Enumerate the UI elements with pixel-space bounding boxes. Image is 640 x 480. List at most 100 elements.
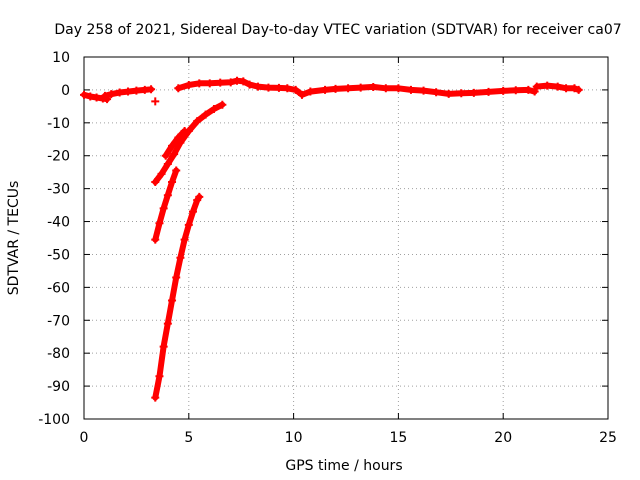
data-point	[176, 253, 185, 262]
data-point	[168, 178, 177, 187]
data-point	[253, 82, 262, 91]
data-point	[107, 90, 116, 99]
y-tick-label: -100	[38, 412, 70, 428]
data-point	[553, 82, 562, 91]
y-tick-label: 10	[52, 50, 70, 66]
chart-title: Day 258 of 2021, Sidereal Day-to-day VTE…	[54, 22, 621, 38]
x-tick-label: 25	[599, 430, 617, 446]
y-tick-label: 0	[61, 83, 70, 99]
data-point	[381, 84, 390, 93]
data-point	[195, 192, 204, 201]
data-point	[151, 235, 160, 244]
data-point	[570, 84, 579, 93]
data-point	[124, 87, 133, 96]
data-point	[159, 204, 168, 213]
data-point	[168, 141, 177, 150]
y-tick-label: -60	[47, 280, 70, 296]
data-point	[406, 85, 415, 94]
y-tick-label: -80	[47, 346, 70, 362]
y-tick-label: -40	[47, 215, 70, 231]
y-tick-label: -50	[47, 247, 70, 263]
data-point	[172, 166, 181, 175]
data-point	[331, 84, 340, 93]
data-point	[115, 88, 124, 97]
y-axis-label: SDTVAR / TECUs	[6, 181, 22, 296]
data-point	[226, 78, 235, 87]
series-trace	[152, 101, 226, 186]
data-point	[157, 169, 166, 178]
data-point	[216, 78, 225, 87]
data-point	[499, 86, 508, 95]
data-point	[168, 296, 177, 305]
data-point	[201, 110, 210, 119]
data-point	[511, 86, 520, 95]
data-point	[245, 80, 254, 89]
data-point	[532, 82, 541, 91]
x-tick-label: 20	[494, 430, 512, 446]
data-point	[419, 86, 428, 95]
data-point	[264, 83, 273, 92]
data-point	[151, 393, 160, 402]
data-point	[469, 88, 478, 97]
data-point	[432, 88, 441, 97]
data-point	[283, 84, 292, 93]
data-point	[218, 100, 227, 109]
data-point	[155, 219, 164, 228]
y-tick-label: -10	[47, 116, 70, 132]
data-point	[174, 84, 183, 93]
data-point	[174, 133, 183, 142]
data-point	[170, 150, 179, 159]
x-axis: 0 5 10 15 20 25	[80, 57, 617, 446]
data-point	[239, 77, 248, 86]
data-markers	[80, 76, 583, 402]
data-point	[161, 151, 170, 160]
y-axis: 10 0 -10 -20 -30 -40 -50 -60 -70 -80 -90 -100	[38, 50, 608, 428]
x-tick-label: 10	[285, 430, 303, 446]
data-point	[484, 87, 493, 96]
data-point	[147, 85, 156, 94]
series-trace	[152, 193, 203, 401]
data-point	[132, 86, 141, 95]
series-trace	[162, 128, 188, 159]
data-point	[291, 85, 300, 94]
data-point	[524, 85, 533, 94]
data-point	[163, 191, 172, 200]
data-point	[274, 83, 283, 92]
data-point	[394, 84, 403, 93]
data-point	[530, 87, 539, 96]
data-point	[155, 372, 164, 381]
data-point	[562, 84, 571, 93]
data-point	[159, 342, 168, 351]
data-point	[180, 235, 189, 244]
data-point	[344, 84, 353, 93]
x-tick-label: 15	[389, 430, 407, 446]
y-tick-label: -30	[47, 182, 70, 198]
data-point	[163, 319, 172, 328]
y-tick-label: -20	[47, 149, 70, 165]
data-point	[369, 82, 378, 91]
data-point	[80, 90, 88, 99]
data-point	[205, 79, 214, 88]
data-point	[297, 90, 306, 99]
y-tick-label: -90	[47, 379, 70, 395]
data-point	[151, 97, 160, 106]
data-point	[100, 91, 109, 100]
data-point	[163, 159, 172, 168]
data-point	[543, 81, 552, 90]
data-point	[444, 89, 453, 98]
data-point	[193, 117, 202, 126]
x-axis-label: GPS time / hours	[285, 458, 402, 474]
data-point	[574, 85, 583, 94]
data-point	[209, 104, 218, 113]
data-point	[195, 79, 204, 88]
data-point	[356, 83, 365, 92]
data-point	[184, 220, 193, 229]
data-point	[188, 207, 197, 216]
data-point	[306, 87, 315, 96]
data-point	[457, 89, 466, 98]
y-tick-label: -70	[47, 313, 70, 329]
data-point	[172, 273, 181, 282]
x-tick-label: 0	[80, 430, 89, 446]
x-tick-label: 5	[184, 430, 193, 446]
